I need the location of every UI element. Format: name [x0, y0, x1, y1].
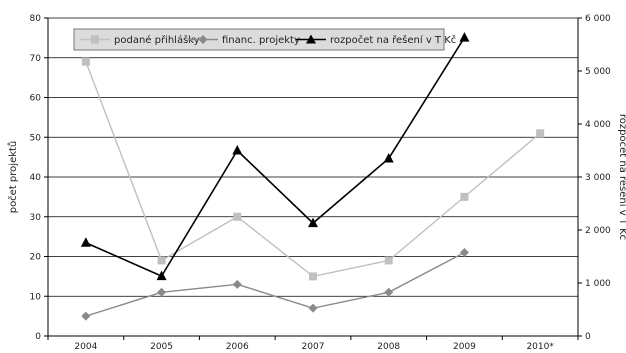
y-tick-label-left: 40: [30, 173, 42, 183]
legend-label-financ: financ. projekty: [222, 35, 300, 46]
y-tick-label-right: 6 000: [585, 14, 611, 24]
data-point-diamond: [308, 303, 318, 313]
y-tick-label-right: 3 000: [585, 173, 611, 183]
y-tick-label-right: 1 000: [585, 279, 611, 289]
y-tick-label-right: 2 000: [585, 226, 611, 236]
data-point-square: [309, 272, 317, 281]
y-tick-label-left: 50: [30, 133, 42, 143]
legend: podané přihlášky financ. projekty rozpoč…: [73, 28, 456, 51]
legend-marker-diamond: [198, 35, 208, 44]
y-tick-label-right: 5 000: [585, 67, 611, 77]
data-point-diamond: [232, 279, 242, 289]
y-tick-label-left: 30: [30, 213, 42, 223]
data-point-square: [536, 129, 545, 138]
data-point-square: [233, 212, 242, 221]
x-tick-label: 2006: [226, 342, 249, 352]
legend-box: [73, 28, 445, 51]
y-tick-label-left: 10: [30, 292, 42, 302]
y-ticks-right: 0 1 000 2 000 3 000 4 000 5 000 6 000: [578, 14, 611, 342]
y-tick-label-left: 20: [30, 253, 42, 263]
y-axis-title-left: počet projektů: [7, 141, 19, 214]
series-line-2: [85, 37, 466, 278]
data-point-triangle: [232, 145, 243, 155]
series-line-1: [85, 251, 465, 317]
data-point-triangle: [80, 237, 91, 247]
y-tick-label-left: 0: [35, 332, 41, 342]
data-point-triangle: [156, 270, 167, 281]
data-point-diamond: [459, 248, 469, 258]
legend-marker-triangle: [306, 34, 316, 44]
data-point-diamond: [157, 287, 167, 297]
data-point-square: [81, 57, 90, 66]
data-point-square: [460, 192, 469, 201]
data-point-triangle: [383, 152, 394, 163]
x-tick-label: 2005: [150, 342, 173, 352]
data-point-diamond: [384, 287, 394, 297]
data-point-diamond: [81, 311, 91, 321]
y-tick-label-right: 4 000: [585, 120, 611, 130]
y-axis-title-right: rozpočet na řešení v T Kč: [617, 114, 626, 240]
y-tick-label-left: 60: [30, 94, 42, 104]
legend-label-podane: podané přihlášky: [114, 34, 200, 46]
x-ticks: 2004 2005 2006 2007 2008 2009 2010*: [47, 336, 579, 352]
series-group: [80, 32, 545, 321]
x-tick-label: 2004: [74, 342, 97, 352]
data-point-square: [157, 256, 166, 265]
data-point-square: [384, 256, 393, 265]
data-point-triangle: [308, 217, 318, 228]
x-tick-label: 2007: [302, 342, 325, 352]
data-point-triangle: [459, 32, 470, 42]
x-tick-label: 2009: [453, 342, 476, 352]
y-tick-label-left: 80: [30, 14, 42, 24]
x-tick-label: 2008: [377, 342, 400, 352]
y-tick-label-right: 0: [585, 332, 591, 342]
x-tick-label: 2010*: [526, 342, 554, 352]
y-tick-label-left: 70: [30, 54, 42, 64]
series-line-0: [85, 61, 541, 278]
legend-marker-square: [91, 35, 99, 44]
legend-label-rozpocet: rozpočet na řešení v T Kč: [330, 34, 456, 46]
gridlines: [48, 17, 578, 297]
y-ticks-left: 0 10 20 30 40 50 60 70 80: [30, 14, 48, 342]
